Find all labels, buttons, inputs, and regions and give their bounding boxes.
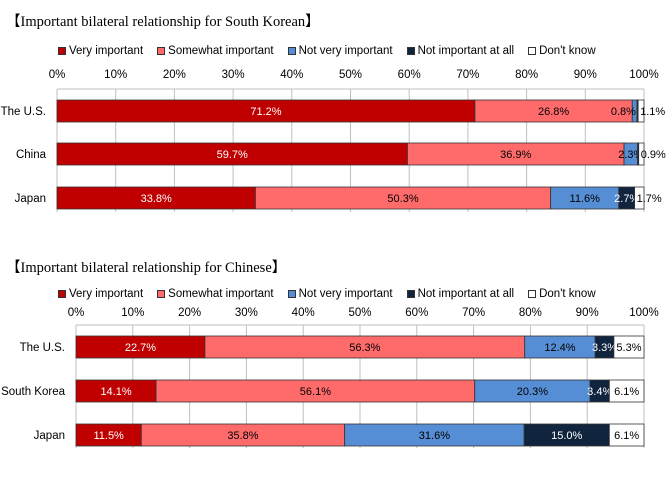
x-tick-label: 80%: [519, 307, 542, 319]
legend-label: Somewhat important: [168, 288, 274, 300]
data-label: 3.3%: [592, 342, 617, 354]
legend-item-not-important-at-all: Not important at all: [406, 45, 515, 57]
data-label: 14.1%: [100, 386, 131, 398]
legend-label: Very important: [69, 45, 144, 57]
legend-swatch: [157, 290, 166, 298]
chart2-title: 【Important bilateral relationship for Ch…: [6, 260, 287, 276]
x-tick-label: 80%: [515, 69, 538, 81]
chart2-legend: Very important Somewhat important Not ve…: [58, 288, 610, 300]
data-label: 50.3%: [387, 193, 418, 205]
legend-swatch: [58, 47, 66, 55]
x-tick-label: 30%: [235, 307, 258, 319]
x-tick-label: 60%: [405, 307, 428, 319]
chart1-legend: Very important Somewhat important Not ve…: [58, 45, 610, 57]
x-tick-label: 50%: [348, 307, 371, 319]
legend-label: Don't know: [539, 45, 596, 57]
data-label: 31.6%: [419, 430, 450, 442]
data-label: 59.7%: [217, 149, 248, 161]
x-tick-label: 70%: [462, 307, 485, 319]
legend-swatch: [528, 47, 537, 55]
data-label: 0.8%: [611, 106, 636, 118]
data-label: 11.5%: [93, 430, 124, 442]
x-tick-label: 40%: [280, 69, 303, 81]
data-label: 20.3%: [517, 386, 548, 398]
legend-swatch: [406, 290, 415, 298]
x-tick-label: 90%: [574, 69, 597, 81]
x-tick-label: 0%: [49, 69, 66, 81]
legend-swatch: [157, 47, 166, 55]
data-label: 35.8%: [227, 430, 258, 442]
x-tick-label: 100%: [629, 307, 658, 319]
x-tick-label: 10%: [104, 69, 127, 81]
legend-label: Not very important: [298, 288, 393, 300]
legend-swatch: [406, 47, 415, 55]
legend-swatch: [528, 290, 537, 298]
legend-item-very-important: Very important: [58, 45, 143, 57]
data-label: 56.3%: [349, 342, 380, 354]
category-label: China: [16, 149, 47, 161]
legend-item-dont-know: Don't know: [528, 288, 596, 300]
x-tick-label: 50%: [339, 69, 362, 81]
x-tick-label: 40%: [292, 307, 315, 319]
legend-item-not-very-important: Not very important: [287, 45, 393, 57]
category-label: The U.S.: [20, 342, 65, 354]
x-tick-label: 30%: [222, 69, 245, 81]
x-tick-label: 90%: [576, 307, 599, 319]
x-tick-label: 60%: [398, 69, 421, 81]
legend-label: Don't know: [539, 288, 596, 300]
x-tick-label: 70%: [456, 69, 479, 81]
legend-item-somewhat-important: Somewhat important: [157, 45, 274, 57]
data-label: 12.4%: [544, 342, 575, 354]
data-label: 0.9%: [641, 149, 666, 161]
x-tick-label: 20%: [178, 307, 201, 319]
data-label: 6.1%: [614, 430, 639, 442]
legend-item-not-very-important: Not very important: [287, 288, 393, 300]
legend-label: Very important: [69, 288, 144, 300]
data-label: 11.6%: [570, 193, 601, 205]
legend-item-not-important-at-all: Not important at all: [406, 288, 515, 300]
category-label: Japan: [34, 430, 65, 442]
legend-swatch: [287, 47, 296, 55]
legend-item-dont-know: Don't know: [528, 45, 596, 57]
legend-swatch: [58, 290, 66, 298]
data-label: 15.0%: [551, 430, 582, 442]
data-label: 33.8%: [141, 193, 172, 205]
data-label: 3.4%: [587, 386, 612, 398]
category-label: Japan: [15, 193, 46, 205]
legend-swatch: [287, 290, 296, 298]
data-label: 2.7%: [614, 193, 639, 205]
data-label: 6.1%: [614, 386, 639, 398]
x-tick-label: 20%: [163, 69, 186, 81]
data-label: 56.1%: [300, 386, 331, 398]
bar-segment: [608, 379, 645, 403]
data-label: 36.9%: [500, 149, 531, 161]
data-label: 1.7%: [637, 193, 662, 205]
legend-item-very-important: Very important: [58, 288, 143, 300]
data-label: 1.1%: [640, 106, 665, 118]
legend-item-somewhat-important: Somewhat important: [157, 288, 274, 300]
x-tick-label: 100%: [629, 69, 658, 81]
bar-segment: [613, 335, 645, 359]
category-label: South Korea: [1, 386, 66, 398]
bar-segment: [634, 186, 645, 210]
x-tick-label: 0%: [68, 307, 85, 319]
legend-label: Not very important: [298, 45, 393, 57]
chart1-title: 【Important bilateral relationship for So…: [6, 14, 320, 30]
bar-segment: [637, 99, 645, 123]
x-tick-label: 10%: [121, 307, 144, 319]
data-label: 71.2%: [250, 106, 281, 118]
bar-segment: [608, 423, 645, 447]
legend-label: Not important at all: [417, 288, 515, 300]
data-label: 22.7%: [125, 342, 156, 354]
legend-label: Not important at all: [417, 45, 515, 57]
bar-segment: [638, 142, 645, 166]
data-label: 5.3%: [616, 342, 641, 354]
category-label: The U.S.: [1, 106, 46, 118]
legend-label: Somewhat important: [168, 45, 274, 57]
data-label: 26.8%: [538, 106, 569, 118]
